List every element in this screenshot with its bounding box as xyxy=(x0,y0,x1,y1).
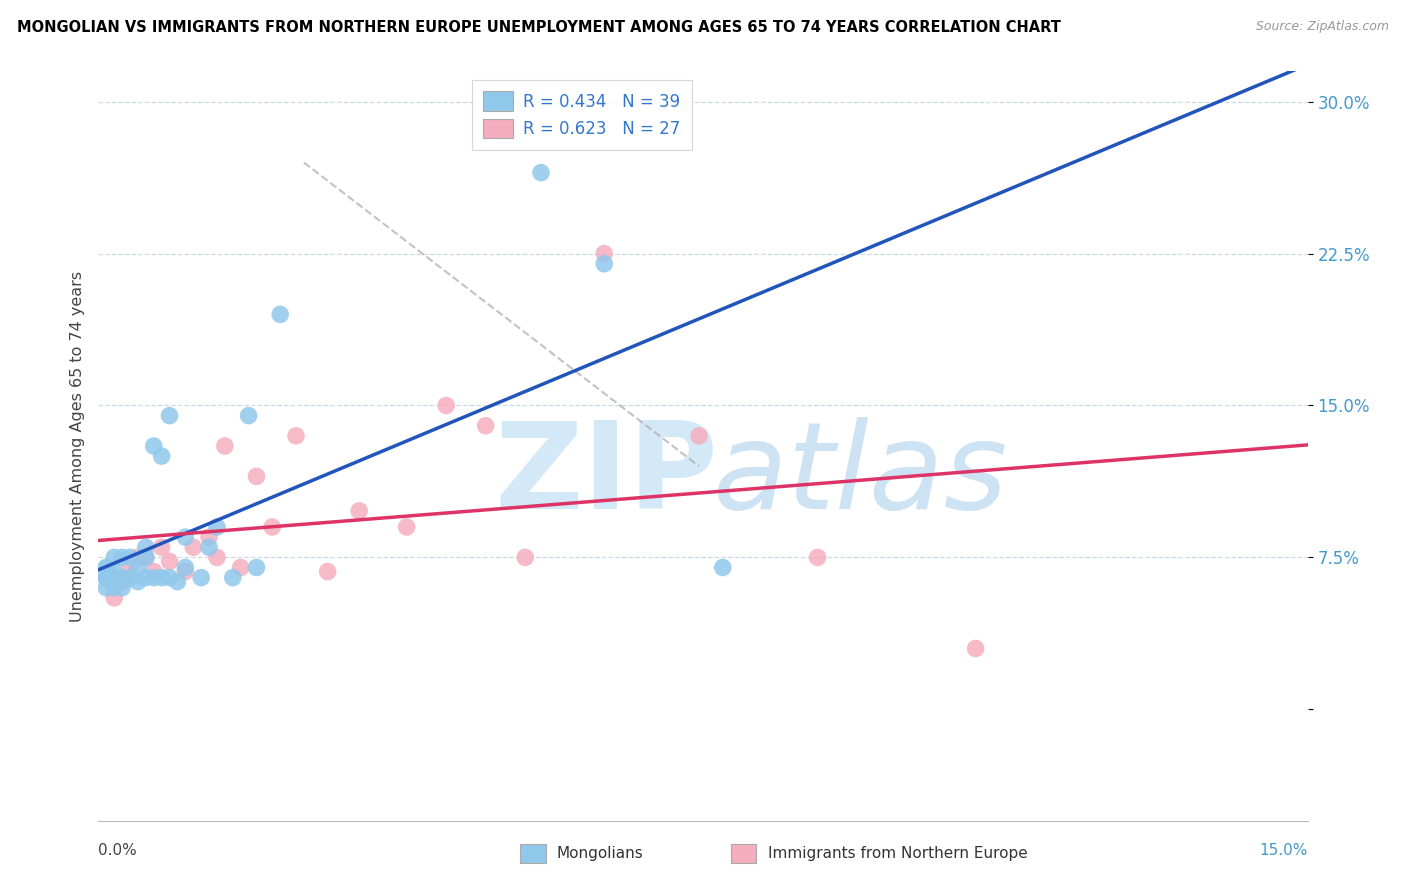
Point xyxy=(142,439,165,453)
Text: 0.0%: 0.0% xyxy=(98,843,138,858)
Text: Mongolians: Mongolians xyxy=(557,847,644,861)
Point xyxy=(238,409,260,423)
Point xyxy=(229,560,252,574)
Text: Immigrants from Northern Europe: Immigrants from Northern Europe xyxy=(768,847,1028,861)
Text: 15.0%: 15.0% xyxy=(1260,843,1308,858)
Point xyxy=(127,574,149,589)
Point xyxy=(515,550,537,565)
Point xyxy=(118,550,141,565)
Point xyxy=(135,550,157,565)
Point xyxy=(222,571,245,585)
Point xyxy=(159,571,181,585)
Point xyxy=(118,571,141,585)
Point xyxy=(142,565,165,579)
Point xyxy=(530,166,553,180)
Point xyxy=(96,571,118,585)
Point xyxy=(174,530,197,544)
Point xyxy=(174,560,197,574)
Point xyxy=(181,541,204,555)
Point xyxy=(347,504,370,518)
Text: atlas: atlas xyxy=(713,417,1008,534)
Text: MONGOLIAN VS IMMIGRANTS FROM NORTHERN EUROPE UNEMPLOYMENT AMONG AGES 65 TO 74 YE: MONGOLIAN VS IMMIGRANTS FROM NORTHERN EU… xyxy=(17,20,1060,35)
Point xyxy=(965,641,987,656)
Point xyxy=(96,581,118,595)
Point xyxy=(103,550,125,565)
Point xyxy=(174,565,197,579)
Point xyxy=(262,520,284,534)
Point xyxy=(593,246,616,260)
Point xyxy=(96,560,118,574)
Point xyxy=(118,560,141,574)
Point xyxy=(150,541,173,555)
Point xyxy=(150,571,173,585)
Point xyxy=(214,439,236,453)
Point xyxy=(711,560,734,574)
Point xyxy=(190,571,212,585)
Point xyxy=(103,581,125,595)
Point xyxy=(434,399,457,413)
Point xyxy=(807,550,830,565)
Y-axis label: Unemployment Among Ages 65 to 74 years: Unemployment Among Ages 65 to 74 years xyxy=(69,270,84,622)
Point xyxy=(316,565,339,579)
Point xyxy=(142,571,165,585)
Point xyxy=(96,571,118,585)
Point xyxy=(135,571,157,585)
Point xyxy=(111,581,134,595)
Point xyxy=(285,429,308,443)
Text: Source: ZipAtlas.com: Source: ZipAtlas.com xyxy=(1256,20,1389,33)
Point xyxy=(269,307,291,321)
Point xyxy=(688,429,710,443)
Legend: R = 0.434   N = 39, R = 0.623   N = 27: R = 0.434 N = 39, R = 0.623 N = 27 xyxy=(472,79,692,150)
Point xyxy=(103,565,125,579)
Point xyxy=(96,571,118,585)
Point xyxy=(245,560,267,574)
FancyBboxPatch shape xyxy=(520,844,546,863)
Point xyxy=(135,541,157,555)
Point xyxy=(127,550,149,565)
Point xyxy=(166,574,188,589)
Point xyxy=(111,550,134,565)
FancyBboxPatch shape xyxy=(731,844,756,863)
Point xyxy=(395,520,418,534)
Point xyxy=(103,571,125,585)
Point xyxy=(111,574,134,589)
Point xyxy=(96,560,118,574)
Point xyxy=(474,418,496,433)
Point xyxy=(205,520,228,534)
Point xyxy=(245,469,267,483)
Text: ZIP: ZIP xyxy=(495,417,718,534)
Point xyxy=(198,530,221,544)
Point xyxy=(159,554,181,568)
Point xyxy=(205,550,228,565)
Point xyxy=(127,560,149,574)
Point xyxy=(593,257,616,271)
Point xyxy=(198,541,221,555)
Point xyxy=(159,409,181,423)
Point xyxy=(111,571,134,585)
Point xyxy=(135,550,157,565)
Point xyxy=(103,591,125,605)
Point xyxy=(150,449,173,463)
